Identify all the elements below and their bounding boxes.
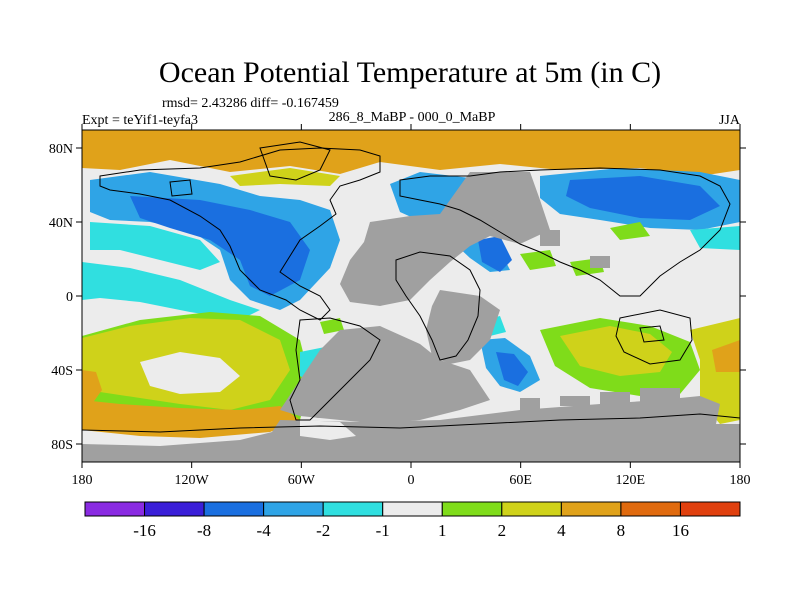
north-asia-cold-core [566,176,720,220]
lon-tick-label: 60E [509,473,532,488]
east-warm-orange [712,340,740,372]
equatorial-cool [82,262,260,320]
north-asia-turquoise [690,226,740,250]
colorbar-swatch [560,501,622,517]
arctic-warm-band [82,130,740,176]
lat-tick-label: 80N [49,142,73,157]
colorbar-swatch [679,501,741,517]
south-atlantic-white [300,420,356,440]
colorbar-label: 16 [672,521,689,540]
colorbar-swatch [501,501,562,517]
colorbar-label: -16 [133,521,156,540]
colorbar-label: 2 [498,521,507,540]
lon-tick-label: 0 [408,473,415,488]
land-africa-south [426,290,500,364]
colorbar-swatch [144,501,205,517]
coastline-africa [395,251,481,361]
colorbar-swatch [322,501,384,517]
lon-axis: 180 120W 60W 0 60E 120E 180 [72,124,751,488]
colorbar-label: -8 [197,521,211,540]
land-cells [330,230,680,418]
lon-tick-label: 120E [616,473,646,488]
period-label: 286_8_MaBP - 000_0_MaBP [329,110,496,125]
land-mask [82,172,740,462]
coastline-south-america [289,317,381,421]
lat-tick-label: 40N [49,216,73,231]
colorbar: -16 -8 -4 -2 -1 1 2 4 8 16 [84,501,741,540]
coastline-island-1 [639,325,665,343]
green-patch-3 [320,318,344,334]
stats-label: rmsd= 2.43286 diff= -0.167459 [162,96,339,111]
arctic-yellow-band [230,168,340,186]
figure-title: Ocean Potential Temperature at 5m (in C) [159,56,661,89]
green-patch-4 [610,222,650,240]
south-pacific-white-core [140,352,240,394]
colorbar-label: 1 [438,521,447,540]
south-pacific-orange-band [82,400,300,438]
lon-tick-label: 120W [175,473,210,488]
land-africa-north [340,172,550,306]
experiment-label: Expt = teYif1-teyfa3 [82,113,198,128]
coastline-eurasia [399,167,731,297]
lat-tick-label: 0 [66,290,73,305]
arabian-cool [478,236,512,272]
map-field [82,130,740,462]
colorbar-label: -2 [316,521,330,540]
south-pacific-orange-west [82,370,102,404]
colorbar-swatch [203,501,265,517]
colorbar-swatch [441,501,503,517]
coastline-greenland [259,141,331,181]
lon-tick-label: 60W [288,473,316,488]
north-pacific-turquoise [90,222,220,270]
season-label: JJA [719,113,741,128]
colorbar-swatch [620,501,681,517]
coastline-island-2 [169,179,193,197]
lat-tick-label: 80S [51,438,73,453]
colorbar-label: -1 [376,521,390,540]
colorbar-swatch [84,501,146,517]
southern-indian-yellow [560,326,672,376]
lon-tick-label: 180 [730,473,751,488]
north-pacific-cold-core [130,196,310,296]
lat-axis: 80N 40N 0 40S 80S [49,142,746,453]
coastlines [82,141,740,433]
coastline-antarctica [82,413,740,433]
coastline-north-america [99,147,381,321]
lat-tick-label: 40S [51,364,73,379]
lon-tick-label: 180 [72,473,93,488]
colorbar-label: -4 [257,521,272,540]
indian-cold-core [496,352,528,386]
coastline-australia [615,309,693,365]
colorbar-swatch [382,501,443,517]
colorbar-swatch [263,501,324,517]
colorbar-label: 4 [557,521,566,540]
colorbar-label: 8 [617,521,626,540]
land-antarctica [82,396,740,462]
